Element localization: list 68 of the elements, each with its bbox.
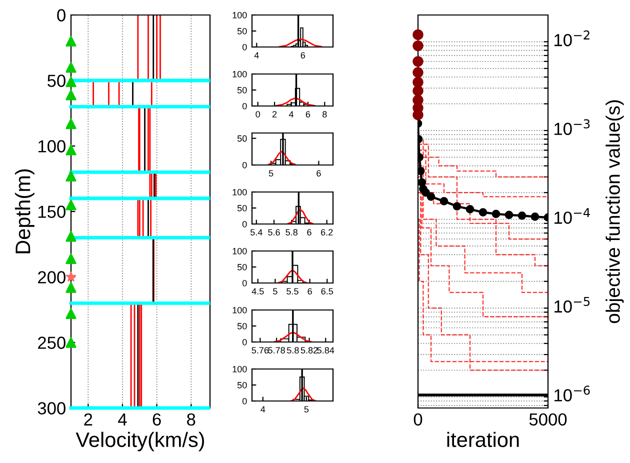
x-tick-label: 5.84 — [317, 347, 334, 354]
x-tick-label: 4 — [118, 414, 127, 426]
y-tick-label: 10$^{−3}$ — [554, 119, 590, 136]
x-tick-label: 5.5 — [286, 288, 298, 294]
y-tick-label: 50 — [237, 382, 247, 388]
x-tick-label: 4.5 — [252, 288, 264, 294]
y-axis-title: Depth(m) — [14, 169, 34, 254]
x-tick-label: 5 — [304, 406, 309, 412]
x-axis-title: iteration — [447, 432, 519, 448]
y-tick-label: 50 — [237, 135, 247, 142]
x-tick-label: 0 — [414, 413, 422, 426]
y-tick-label: 50 — [237, 86, 247, 94]
x-tick-label: 6 — [152, 413, 161, 426]
y-tick-label: 100 — [232, 248, 247, 254]
x-tick-label: 5 — [273, 288, 278, 294]
x-axis-title: Velocity(km/s) — [76, 432, 204, 452]
x-tick-label: 4 — [260, 406, 266, 412]
x-tick-label: 6 — [300, 52, 306, 58]
x-tick-label: 4 — [254, 52, 259, 58]
y-tick-label: 150 — [38, 206, 66, 218]
x-tick-label: 6 — [308, 288, 312, 294]
x-tick-label: 6 — [307, 229, 312, 236]
x-tick-label: 2 — [272, 111, 277, 118]
y-tick-label: 0 — [242, 220, 247, 228]
y-tick-label: 250 — [38, 336, 66, 349]
y-tick-label: 0 — [242, 280, 247, 286]
y-tick-label: 100 — [232, 366, 247, 372]
x-tick-label: 5.82 — [300, 347, 318, 354]
y-tick-label: 100 — [232, 188, 247, 196]
x-tick-label: 8 — [187, 413, 196, 426]
x-tick-label: 6.5 — [321, 288, 334, 294]
x-tick-label: 5 — [268, 170, 274, 176]
y-tick-label: 300 — [38, 402, 66, 414]
y-axis-title: objective function value(s) — [606, 100, 624, 324]
y-tick-label: 10$^{−6}$ — [554, 386, 590, 402]
x-tick-label: 5.8 — [286, 229, 298, 236]
x-tick-label: 5.78 — [268, 347, 285, 354]
y-tick-label: 10$^{−5}$ — [554, 296, 590, 313]
y-tick-label: 0 — [242, 162, 247, 168]
y-tick-label: 0 — [242, 398, 247, 404]
y-tick-label: 50 — [237, 322, 247, 330]
x-tick-label: 0 — [256, 111, 260, 118]
x-tick-label: 6 — [306, 111, 310, 118]
y-tick-label: 50 — [237, 204, 247, 212]
y-tick-label: 0 — [242, 102, 247, 110]
y-tick-label: 0 — [242, 338, 247, 346]
x-tick-label: 5.6 — [268, 229, 280, 236]
x-tick-label: 6 — [316, 170, 321, 176]
y-tick-label: 0 — [57, 9, 66, 22]
y-tick-label: 100 — [38, 140, 66, 152]
x-tick-label: 5000 — [529, 413, 567, 426]
x-tick-label: 4 — [288, 111, 294, 118]
x-tick-label: 2 — [84, 413, 92, 426]
y-tick-label: 100 — [232, 12, 247, 18]
y-tick-label: 50 — [237, 28, 247, 34]
y-tick-label: 100 — [232, 70, 247, 78]
y-tick-label: 200 — [38, 271, 66, 284]
y-tick-label: 50 — [48, 74, 66, 87]
y-tick-label: 10$^{−2}$ — [554, 30, 590, 46]
y-tick-label: 50 — [237, 264, 247, 270]
x-tick-label: 5.4 — [250, 229, 262, 236]
x-tick-label: 5.76 — [252, 347, 269, 354]
y-tick-label: 0 — [242, 44, 247, 50]
y-tick-label: 100 — [232, 306, 247, 314]
x-tick-label: 5.8 — [286, 347, 299, 354]
y-tick-label: 10$^{−4}$ — [554, 208, 590, 224]
x-tick-label: 6.2 — [321, 229, 333, 236]
x-tick-label: 8 — [322, 111, 327, 118]
